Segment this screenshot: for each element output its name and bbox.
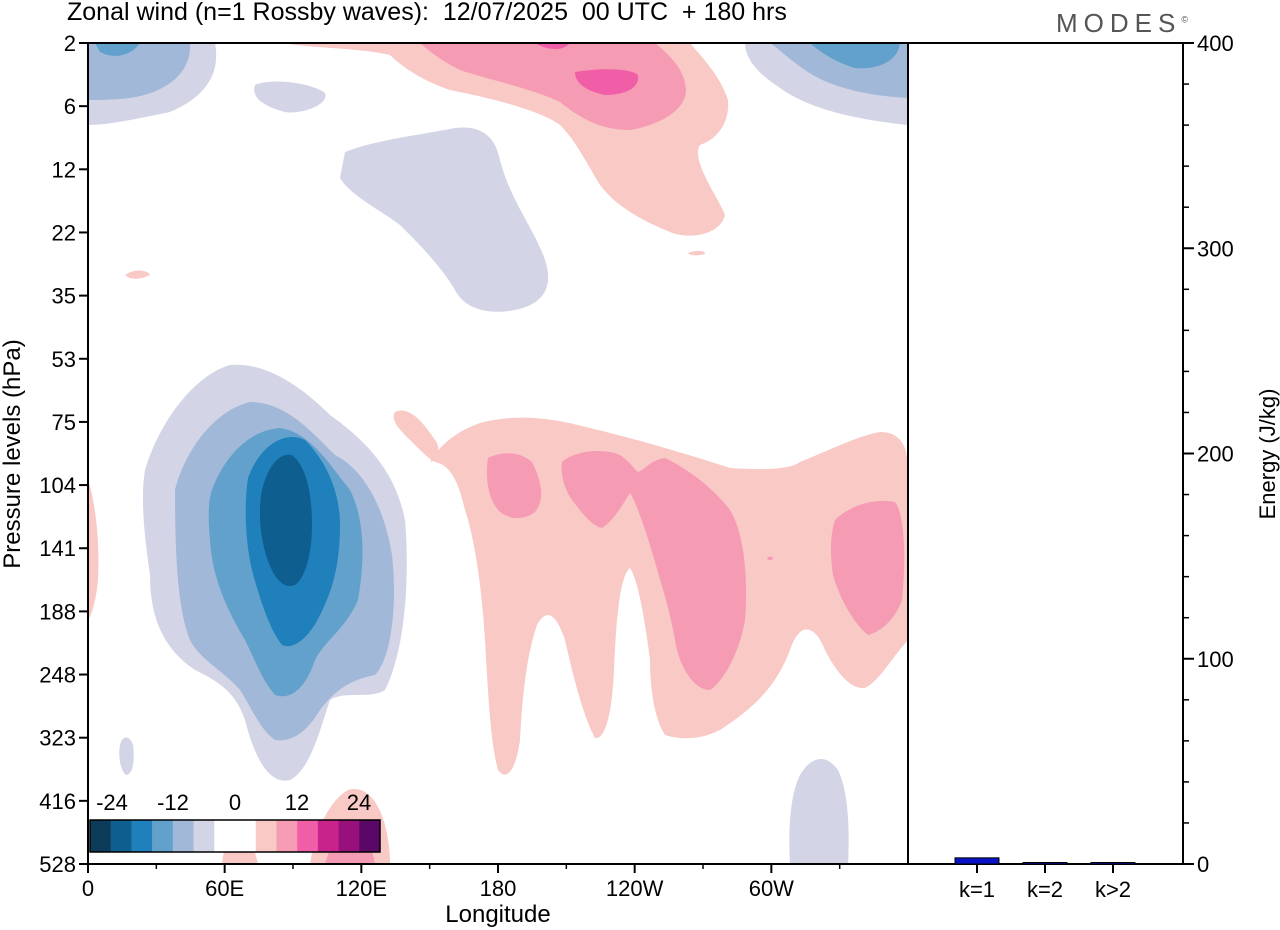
bar-label: k=1 [959,877,995,902]
colorbar-swatch [276,820,298,852]
contour-blue-mid-upper [340,127,549,312]
brand-mark: © [1181,14,1188,25]
y-tick-label: 75 [52,410,76,435]
contour-positive-4 [830,500,905,635]
contour-pink-top [420,43,686,130]
y-axis-energy: 0 100 200 300 400 [1183,31,1234,877]
y-axis-label: Pressure levels (hPa) [0,339,26,568]
colorbar-label: 12 [285,790,309,815]
energy-bar [954,857,1000,865]
y-axis-pressure: 2 6 12 22 35 53 75 104 141 188 248 323 416 528 [39,31,88,877]
colorbar-swatch [110,820,132,852]
colorbar-swatch [317,820,339,852]
x-tick-label: 120W [606,876,664,901]
x-tick-label: 60W [749,876,794,901]
y-tick-label: 53 [52,347,76,372]
brand-logo: MODES© [1056,8,1188,39]
colorbar-label: -12 [157,790,189,815]
energy-bars: k=1 k=2 k>2 [954,857,1136,902]
y-tick-label: 416 [39,789,76,814]
contour-positive-3 [561,450,747,690]
colorbar-swatch [338,820,360,852]
colorbar-swatch [214,820,236,852]
contour-pink-top-core [575,69,639,95]
bar-label: k>2 [1095,877,1131,902]
contour-pink-left-edge [88,480,99,620]
y-tick-label: 528 [39,852,76,877]
bar-label: k=2 [1027,877,1063,902]
y-tick-label: 141 [39,536,76,561]
colorbar-frame [89,819,381,853]
contour-blue-small-bottom [119,737,134,775]
colorbar-label: 0 [229,790,241,815]
y-tick-label: 248 [39,663,76,688]
chart-title: Zonal wind (n=1 Rossby waves): 12/07/202… [67,0,787,26]
energy-tick-label: 0 [1197,852,1209,877]
colorbar-swatch [235,820,257,852]
colorbar-swatch [359,820,381,852]
colorbar-swatch [172,820,194,852]
contour-blue-small-blob [254,81,326,113]
x-tick-label: 180 [480,876,517,901]
y-tick-label: 35 [52,284,76,309]
colorbar-swatch [297,820,319,852]
contour-positive-2 [486,453,542,518]
y-tick-label: 104 [39,473,76,498]
colorbar-swatch [131,820,153,852]
y-tick-label: 6 [64,94,76,119]
contour-positive-dot [767,556,773,561]
x-tick-label: 0 [82,876,94,901]
energy-tick-label: 300 [1197,236,1234,261]
colorbar-label: -24 [96,790,128,815]
colorbar: -24 -12 0 12 24 [89,790,381,853]
energy-tick-label: 400 [1197,31,1234,56]
bar-panel-frame [907,42,1184,865]
contour-field [88,43,908,864]
colorbar-swatch [255,820,277,852]
contour-small-pink-2 [688,250,705,256]
energy-bar [1090,862,1136,865]
y-tick-label: 2 [64,31,76,56]
energy-tick-label: 100 [1197,647,1234,672]
colorbar-swatch [152,820,174,852]
x-tick-label: 120E [336,876,387,901]
brand-name: MODES [1056,8,1182,38]
colorbar-swatch [90,820,112,852]
y-tick-label: 22 [52,220,76,245]
x-tick-label: 60E [205,876,244,901]
y-axis-label-energy: Energy (J/kg) [1255,389,1280,520]
contour-negative-core [259,454,312,586]
contour-small-pink-1 [125,270,150,279]
energy-bar [1022,862,1068,865]
contour-blue-bottom-right [789,759,849,864]
colorbar-swatch [193,820,215,852]
x-axis-longitude: 0 60E 120E 180 120W 60W [82,864,841,901]
contour-blue-top-left-core [95,43,140,56]
y-tick-label: 12 [52,157,76,182]
contour-blue-top-right-core [810,43,900,69]
x-axis-label: Longitude [445,901,550,928]
y-tick-label: 323 [39,726,76,751]
y-tick-label: 188 [39,599,76,624]
contour-blue-top-left [88,43,191,100]
energy-tick-label: 200 [1197,442,1234,467]
contour-pink-top-core-small [535,43,570,50]
colorbar-label: 24 [347,790,371,815]
